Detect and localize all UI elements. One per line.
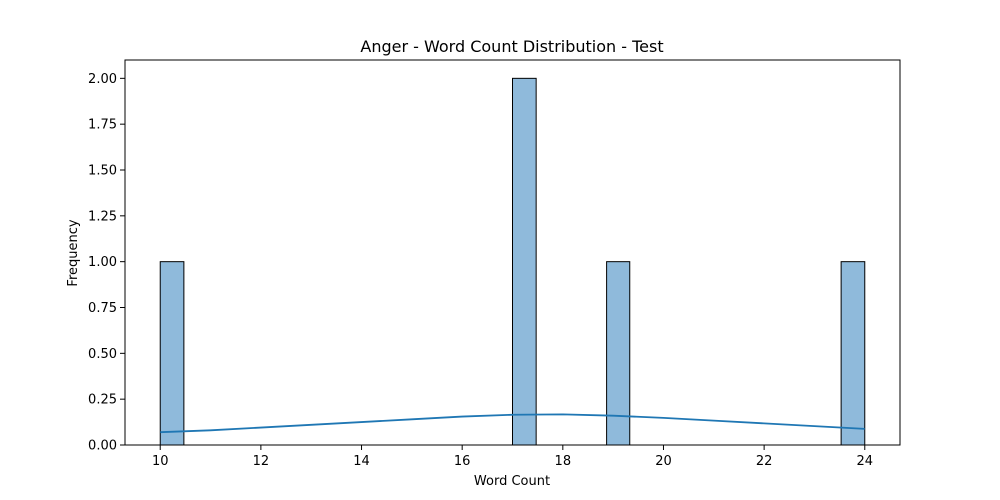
y-tick-label: 2.00 <box>88 72 117 87</box>
x-tick-label: 20 <box>655 454 672 469</box>
x-axis-label: Word Count <box>474 474 550 489</box>
y-tick-label: 1.75 <box>88 118 117 133</box>
histogram-bar <box>512 77 537 446</box>
y-axis-label: Frequency <box>66 219 81 286</box>
x-tick-label: 22 <box>756 454 773 469</box>
y-tick-label: 1.00 <box>88 255 117 270</box>
x-tick-label: 12 <box>253 454 270 469</box>
kde-group <box>160 413 865 434</box>
plot-frame <box>124 59 901 446</box>
y-axis-ticks: 0.00 0.25 0.50 0.75 1.00 1.25 1.50 1.75 2.00 <box>88 72 125 454</box>
kde-line <box>160 413 865 434</box>
x-tick-label: 24 <box>856 454 873 469</box>
y-tick-label: 1.25 <box>88 209 117 224</box>
x-tick-label: 18 <box>555 454 572 469</box>
histogram-bar <box>606 261 631 446</box>
x-axis-ticks: 10 12 14 16 18 20 22 24 <box>152 445 873 469</box>
x-tick-label: 14 <box>353 454 370 469</box>
chart-title: Anger - Word Count Distribution - Test <box>360 37 663 56</box>
x-tick-label: 10 <box>152 454 169 469</box>
histogram-bar <box>840 261 866 446</box>
y-tick-label: 0.25 <box>88 393 117 408</box>
y-tick-label: 0.75 <box>88 301 117 316</box>
y-tick-label: 0.00 <box>88 439 117 454</box>
bars-group <box>159 77 866 446</box>
x-tick-label: 16 <box>454 454 471 469</box>
y-tick-label: 1.50 <box>88 164 117 179</box>
y-tick-label: 0.50 <box>88 347 117 362</box>
histogram-bar <box>159 261 185 446</box>
